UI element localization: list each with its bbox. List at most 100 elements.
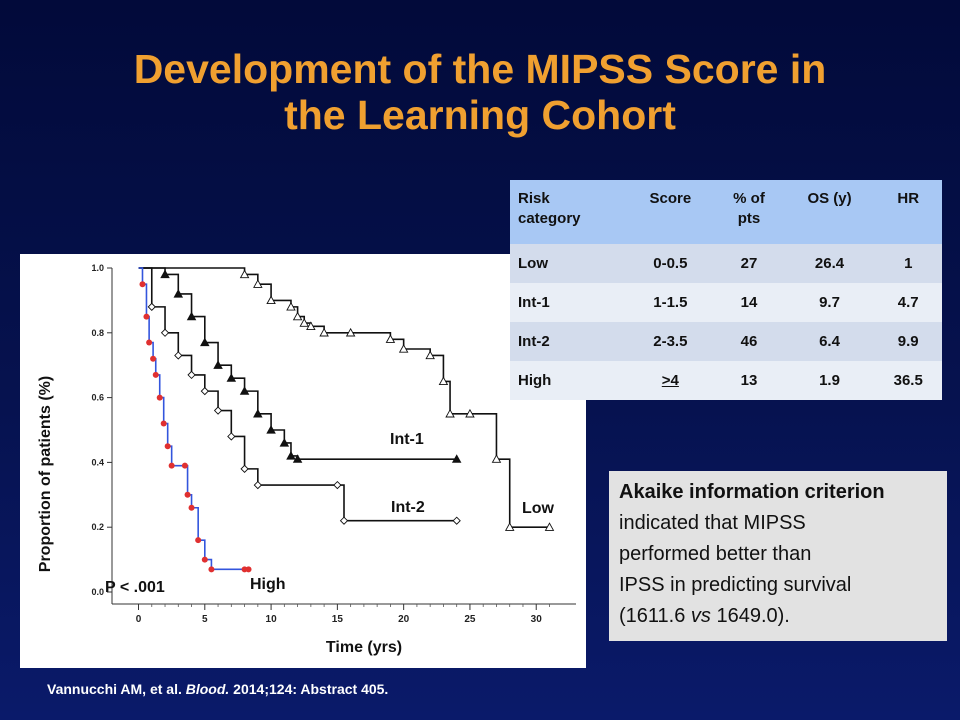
data-point-marker — [425, 350, 435, 360]
data-point-marker — [445, 408, 455, 418]
cell-category: Int-2 — [510, 322, 628, 361]
series-int-2 — [138, 267, 461, 525]
cell-pct: 14 — [713, 283, 785, 322]
data-point-marker — [240, 464, 249, 474]
data-point-marker — [188, 504, 195, 511]
header-os: OS (y) — [784, 180, 875, 244]
aic-line: performed better than — [619, 543, 812, 565]
table-header-row: Risk category Score % of pts OS (y) HR — [510, 180, 942, 244]
header-score: Score — [627, 180, 714, 244]
cell-hr: 4.7 — [874, 283, 942, 322]
x-tick-label: 25 — [464, 614, 476, 625]
data-point-marker — [385, 334, 396, 343]
data-point-marker — [213, 406, 223, 415]
cell-category: Int-1 — [510, 283, 628, 322]
y-tick-label: 0.0 — [91, 587, 104, 597]
series-high — [138, 267, 252, 573]
data-point-marker — [245, 566, 252, 573]
data-point-marker — [208, 566, 215, 573]
x-tick-label: 10 — [266, 614, 278, 625]
cell-score: >4 — [627, 361, 714, 400]
data-point-marker — [438, 376, 449, 386]
data-point-marker — [156, 394, 163, 401]
data-point-marker — [152, 371, 159, 378]
series-low — [138, 267, 555, 531]
header-risk-category: Risk category — [510, 180, 628, 244]
cell-hr: 1 — [874, 244, 942, 283]
data-point-marker — [227, 432, 236, 441]
data-point-marker — [266, 425, 276, 434]
data-point-marker — [253, 408, 263, 418]
data-point-marker — [168, 462, 175, 469]
data-point-marker — [239, 269, 250, 279]
slide-title: Development of the MIPSS Score in the Le… — [40, 46, 920, 138]
cell-score: 0-0.5 — [627, 244, 714, 283]
table-row: Low 0-0.5 27 26.4 1 — [510, 244, 942, 283]
series-label-low: Low — [522, 500, 555, 517]
series-label-int-2: Int-2 — [391, 499, 425, 516]
data-point-marker — [146, 339, 153, 346]
citation-journal: Blood. — [185, 681, 230, 697]
survival-curve — [138, 267, 457, 522]
survival-plot-panel: 0.0 0.2 0.4 0.6 0.8 1.0 0 5 10 15 20 25 30 Proportio… — [20, 254, 586, 668]
risk-category-table: Risk category Score % of pts OS (y) HR Low… — [510, 180, 942, 400]
cell-score: 1-1.5 — [627, 283, 714, 322]
title-line-1: Development of the MIPSS Score in — [133, 46, 827, 92]
y-tick-label: 0.6 — [91, 393, 104, 403]
data-point-marker — [333, 480, 342, 490]
data-point-marker — [143, 313, 150, 320]
series-int-1 — [138, 267, 462, 463]
table-row: Int-2 2-3.5 46 6.4 9.9 — [510, 322, 942, 361]
data-point-marker — [200, 337, 210, 347]
aic-values-line: (1611.6 vs 1649.0). — [619, 605, 790, 627]
cell-hr: 36.5 — [874, 361, 942, 400]
cell-pct: 27 — [713, 244, 785, 283]
x-tick-label: 0 — [136, 614, 142, 625]
data-point-marker — [226, 373, 237, 382]
data-point-marker — [544, 522, 555, 531]
data-point-marker — [286, 301, 296, 311]
data-point-marker — [150, 355, 157, 362]
cell-os: 6.4 — [784, 322, 875, 361]
aic-line: indicated that MIPSS — [619, 512, 806, 534]
y-tick-label: 1.0 — [91, 263, 104, 273]
aic-callout: Akaike information criterion indicated t… — [609, 471, 947, 641]
data-point-marker — [160, 420, 167, 427]
citation: Vannucchi AM, et al. Blood. 2014;124: Ab… — [47, 681, 388, 697]
data-point-marker — [173, 288, 184, 298]
series-label-high: High — [250, 576, 286, 593]
y-axis-label: Proportion of patients (%) — [37, 376, 54, 572]
data-point-marker — [465, 408, 475, 418]
x-tick-label: 5 — [202, 614, 208, 625]
cell-os: 26.4 — [784, 244, 875, 283]
cell-pct: 13 — [713, 361, 785, 400]
survival-curve — [138, 267, 249, 571]
x-tick-label: 20 — [398, 614, 410, 625]
aic-line: IPSS in predicting survival — [619, 574, 852, 596]
y-tick-label: 0.8 — [91, 328, 104, 338]
data-point-marker — [292, 454, 303, 463]
x-tick-label: 30 — [531, 614, 543, 625]
data-point-marker — [398, 344, 409, 353]
data-point-marker — [299, 318, 309, 327]
x-axis-label: Time (yrs) — [326, 639, 402, 656]
cell-category: High — [510, 361, 628, 400]
cell-pct: 46 — [713, 322, 785, 361]
data-point-marker — [186, 311, 197, 321]
cell-hr: 9.9 — [874, 322, 942, 361]
data-point-marker — [213, 360, 223, 369]
chart-labels: Proportion of patients (%) Time (yrs) P … — [37, 376, 555, 656]
citation-details: 2014;124: Abstract 405. — [229, 681, 389, 697]
data-point-marker — [160, 269, 170, 279]
data-point-marker — [451, 454, 462, 463]
title-line-2: the Learning Cohort — [284, 92, 676, 138]
header-hr: HR — [874, 180, 942, 244]
x-tick-label: 15 — [332, 614, 344, 625]
data-point-marker — [139, 281, 146, 288]
citation-authors: Vannucchi AM, et al. — [47, 681, 186, 697]
data-point-marker — [201, 556, 208, 563]
data-point-marker — [286, 450, 296, 460]
table-row: High >4 13 1.9 36.5 — [510, 361, 942, 400]
header-pct-pts: % of pts — [713, 180, 785, 244]
data-point-marker — [187, 370, 196, 380]
